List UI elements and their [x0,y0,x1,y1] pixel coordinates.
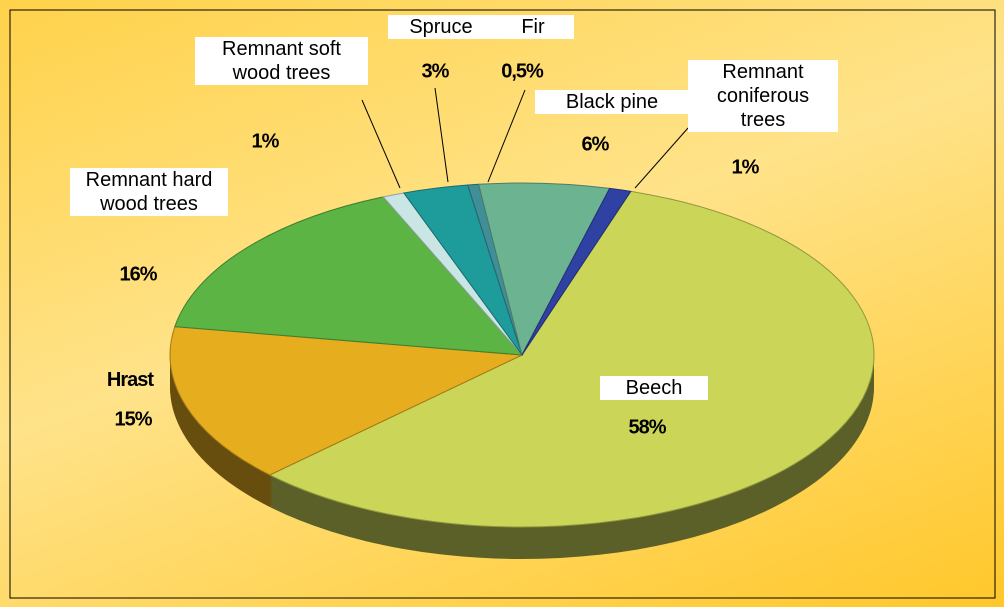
value-label: 0,5% [501,60,544,83]
slice-label: Hrast [106,369,154,391]
slice [478,182,611,357]
slice [268,190,875,528]
leader-line [434,87,449,183]
slice-label: Beech [600,376,708,400]
value-label: 6% [581,133,610,156]
slice-label: Black pine [535,90,689,114]
value-label: 3% [421,60,450,83]
value-label: 15% [114,408,152,431]
value-label: 1% [251,130,280,153]
slice-label: Spruce [388,15,494,39]
leader-line [487,89,526,183]
slice-label: Fir [492,15,574,39]
slice [169,326,524,476]
slice [174,196,524,356]
slice-label: Remnant coniferous trees [688,60,838,132]
value-label: 16% [119,263,157,286]
leader-line [361,99,401,189]
leaders [361,87,689,189]
value-label: 1% [731,156,760,179]
slice-label: Remnant soft wood trees [195,37,368,85]
leader-line [634,127,689,189]
frame [9,9,996,599]
value-label: 58% [628,416,666,439]
slice-label: Remnant hard wood trees [70,168,228,216]
slice [521,187,632,356]
